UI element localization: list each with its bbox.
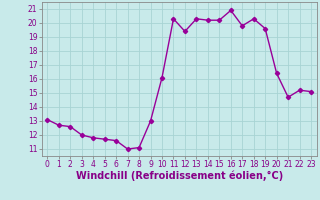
- X-axis label: Windchill (Refroidissement éolien,°C): Windchill (Refroidissement éolien,°C): [76, 171, 283, 181]
